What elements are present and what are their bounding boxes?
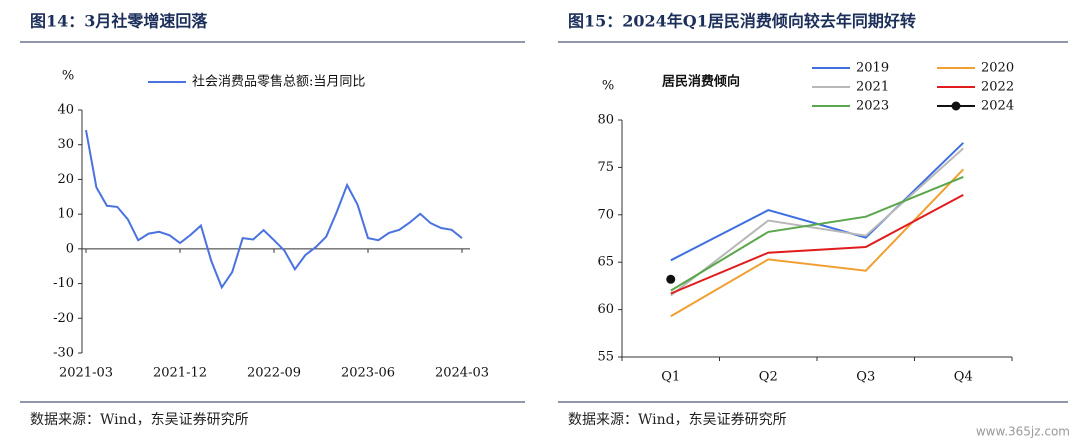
legend-label: 2023 [856, 99, 889, 114]
y-tick-label: 10 [57, 207, 74, 222]
y-tick-label: 30 [57, 137, 74, 152]
y-axis-label: % [602, 79, 614, 94]
subtitle: 居民消费倾向 [662, 74, 740, 90]
x-tick-label: Q3 [856, 370, 875, 385]
series-line [670, 175, 964, 292]
x-tick-label: 2023-06 [341, 366, 395, 381]
y-tick-label: 20 [57, 172, 74, 187]
chart-title: 图15：2024年Q1居民消费倾向较去年同期好转 [568, 12, 916, 31]
series-line [670, 142, 964, 262]
series-line [85, 129, 463, 290]
legend-marker [951, 101, 961, 111]
legend-label: 社会消费品零售总额:当月同比 [192, 74, 365, 90]
legend-label: 2024 [981, 99, 1014, 114]
y-axis-label: % [62, 69, 74, 84]
series-point [666, 274, 676, 284]
chart-title: 图14：3月社零增速回落 [30, 12, 208, 31]
x-tick-label: Q4 [954, 370, 973, 385]
y-tick-label: 75 [597, 160, 614, 175]
legend-label: 2020 [981, 61, 1014, 76]
series-line [670, 147, 964, 297]
y-tick-label: 65 [597, 255, 614, 270]
x-tick-label: 2024-03 [435, 366, 489, 381]
legend-label: 2022 [981, 80, 1014, 95]
y-tick-label: 60 [597, 302, 614, 317]
y-tick-label: -10 [53, 276, 74, 291]
watermark: www.365jz.com [976, 425, 1070, 439]
y-tick-label: 55 [597, 350, 614, 365]
x-tick-label: 2021-03 [59, 366, 113, 381]
series-line [670, 168, 965, 318]
x-tick-label: Q2 [759, 370, 778, 385]
y-tick-label: 70 [597, 207, 614, 222]
x-tick-label: 2022-09 [247, 366, 301, 381]
source: 数据来源：Wind，东吴证券研究所 [568, 412, 787, 428]
x-tick-label: Q1 [661, 370, 680, 385]
legend-label: 2019 [856, 61, 889, 76]
y-tick-label: 40 [57, 103, 74, 118]
series-line [670, 194, 964, 295]
y-tick-label: 80 [597, 113, 614, 128]
y-tick-label: -30 [53, 346, 74, 361]
y-tick-label: -20 [53, 311, 74, 326]
y-tick-label: 0 [66, 241, 74, 256]
source: 数据来源：Wind，东吴证券研究所 [30, 412, 249, 428]
legend-label: 2021 [856, 80, 889, 95]
x-tick-label: 2021-12 [153, 366, 207, 381]
